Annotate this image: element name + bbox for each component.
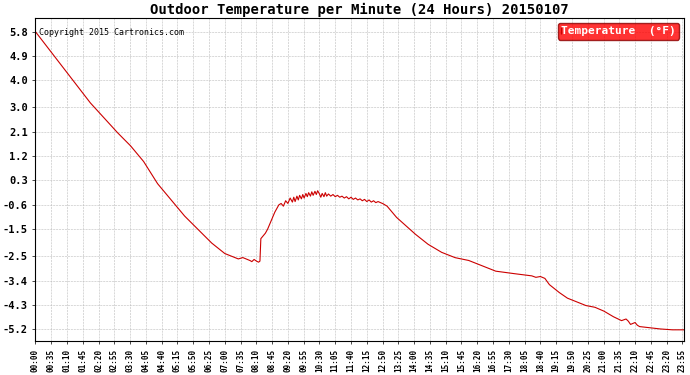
Legend: Temperature  (°F): Temperature (°F) xyxy=(558,23,679,39)
Text: Copyright 2015 Cartronics.com: Copyright 2015 Cartronics.com xyxy=(39,28,184,37)
Title: Outdoor Temperature per Minute (24 Hours) 20150107: Outdoor Temperature per Minute (24 Hours… xyxy=(150,3,569,17)
